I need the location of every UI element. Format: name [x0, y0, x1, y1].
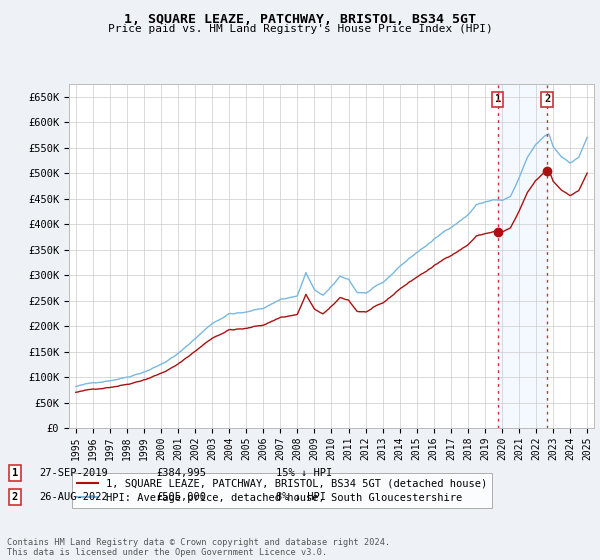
Bar: [497, 84, 547, 428]
Text: 8% ↓ HPI: 8% ↓ HPI: [276, 492, 326, 502]
Text: 2: 2: [12, 492, 18, 502]
Text: £384,995: £384,995: [156, 468, 206, 478]
Text: 1: 1: [12, 468, 18, 478]
Text: 15% ↓ HPI: 15% ↓ HPI: [276, 468, 332, 478]
Text: 1: 1: [494, 95, 501, 105]
Text: Price paid vs. HM Land Registry's House Price Index (HPI): Price paid vs. HM Land Registry's House …: [107, 24, 493, 34]
Text: Contains HM Land Registry data © Crown copyright and database right 2024.
This d: Contains HM Land Registry data © Crown c…: [7, 538, 391, 557]
Legend: 1, SQUARE LEAZE, PATCHWAY, BRISTOL, BS34 5GT (detached house), HPI: Average pric: 1, SQUARE LEAZE, PATCHWAY, BRISTOL, BS34…: [71, 473, 493, 508]
Text: 1, SQUARE LEAZE, PATCHWAY, BRISTOL, BS34 5GT: 1, SQUARE LEAZE, PATCHWAY, BRISTOL, BS34…: [124, 13, 476, 26]
Text: 26-AUG-2022: 26-AUG-2022: [39, 492, 108, 502]
Text: £505,000: £505,000: [156, 492, 206, 502]
Text: 2: 2: [544, 95, 550, 105]
Text: 27-SEP-2019: 27-SEP-2019: [39, 468, 108, 478]
